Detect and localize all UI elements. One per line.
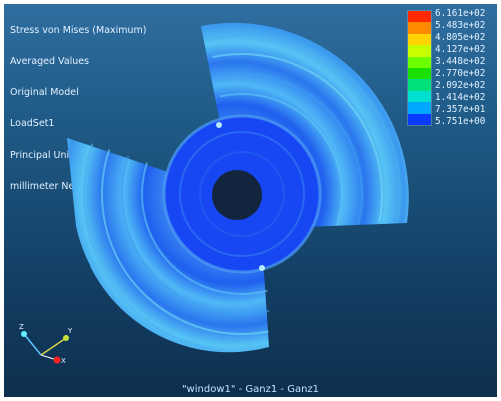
legend-swatch <box>408 11 431 23</box>
fringe-band-lines <box>83 35 401 351</box>
legend-label: 2.770e+02 <box>435 68 486 79</box>
model-viewport[interactable]: Stress von Mises (Maximum) Averaged Valu… <box>4 4 497 397</box>
legend-swatch <box>408 22 431 34</box>
stress-fringe-plot[interactable]: Z Y X <box>4 4 497 397</box>
legend-swatch <box>408 56 431 68</box>
info-line-title: Stress von Mises (Maximum) <box>10 24 147 36</box>
blade-left-outer[interactable] <box>67 138 266 352</box>
hub-ring-core <box>199 151 285 237</box>
stress-hotspot-lower <box>259 265 265 271</box>
legend-swatch <box>408 102 431 114</box>
legend-label: 6.161e+02 <box>435 8 486 19</box>
legend-labels: 6.161e+02 5.483e+02 4.805e+02 4.127e+02 … <box>435 8 485 128</box>
x-axis-label: X <box>61 357 66 365</box>
legend-color-bar <box>407 10 432 126</box>
center-bore[interactable] <box>212 170 262 220</box>
origin-marker <box>53 356 61 364</box>
legend-label: 5.483e+02 <box>435 20 486 31</box>
z-axis-marker <box>21 331 27 337</box>
info-line-model: Original Model <box>10 87 79 99</box>
info-line-units-heading: Principal Units: <box>10 149 81 161</box>
legend-swatch <box>408 67 431 80</box>
color-legend: 6.161e+02 5.483e+02 4.805e+02 4.127e+02 … <box>405 8 497 128</box>
y-axis-label: Y <box>67 327 73 335</box>
info-line-loadset: LoadSet1 <box>10 118 55 130</box>
cutter-model[interactable] <box>67 22 409 353</box>
hub-ring <box>162 114 322 274</box>
legend-label: 2.092e+02 <box>435 80 486 91</box>
legend-label: 4.805e+02 <box>435 32 486 43</box>
stress-hotspot-upper <box>216 122 222 128</box>
hub-ring-inner <box>179 131 305 257</box>
coordinate-triad: Z Y X <box>19 323 73 365</box>
legend-label: 7.357e+01 <box>435 104 486 115</box>
legend-label: 1.414e+02 <box>435 92 486 103</box>
legend-swatch <box>408 113 431 125</box>
legend-label: 4.127e+02 <box>435 44 486 55</box>
legend-label: 5.751e+00 <box>435 116 486 127</box>
legend-swatch <box>408 33 431 46</box>
legend-swatch <box>408 79 431 91</box>
info-line-averaging: Averaged Values <box>10 56 90 68</box>
window-footer-label: "window1" - Ganz1 - Ganz1 <box>181 384 320 395</box>
legend-swatch <box>408 45 431 57</box>
legend-label: 3.448e+02 <box>435 56 486 67</box>
z-axis-label: Z <box>19 323 24 331</box>
y-axis-marker <box>63 335 69 341</box>
legend-swatch <box>408 90 431 103</box>
